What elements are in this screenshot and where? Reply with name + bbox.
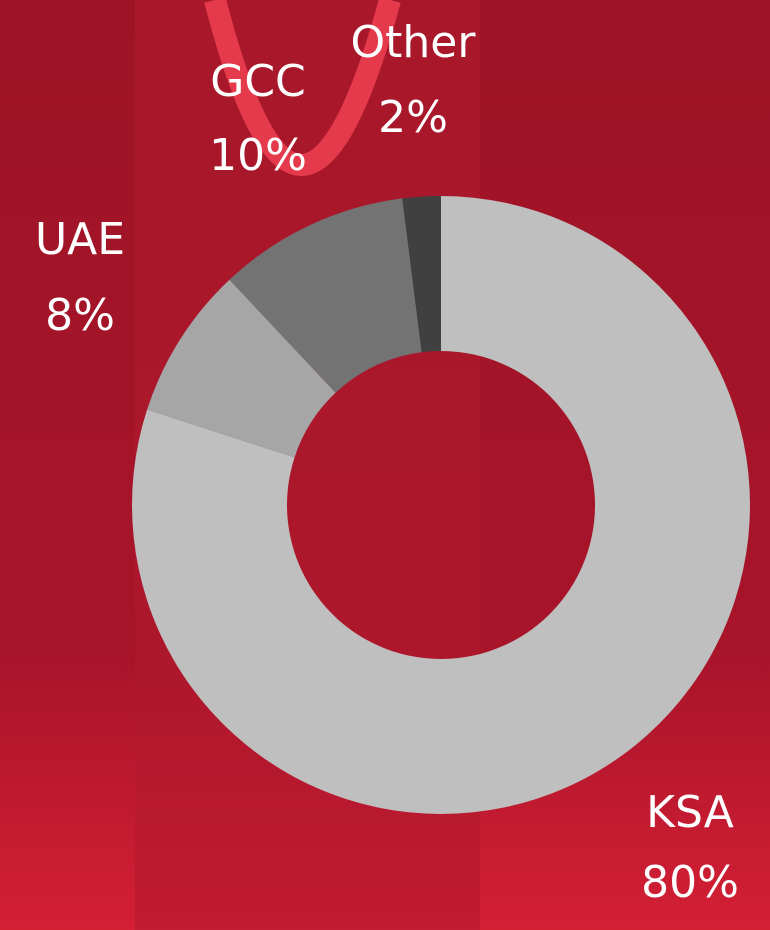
donut-slice: [229, 198, 422, 393]
category-label: Other: [351, 17, 477, 68]
category-label: GCC: [210, 56, 306, 107]
arch: [204, 0, 401, 176]
value-label: 2%: [378, 92, 448, 143]
category-label: KSA: [646, 787, 734, 838]
value-label: 10%: [209, 130, 307, 181]
value-label: 80%: [641, 857, 739, 908]
donut-slice: [132, 196, 751, 814]
donut-slice: [147, 279, 336, 458]
category-label: UAE: [35, 214, 125, 265]
donut-slice: [402, 196, 441, 353]
value-label: 8%: [45, 290, 115, 341]
